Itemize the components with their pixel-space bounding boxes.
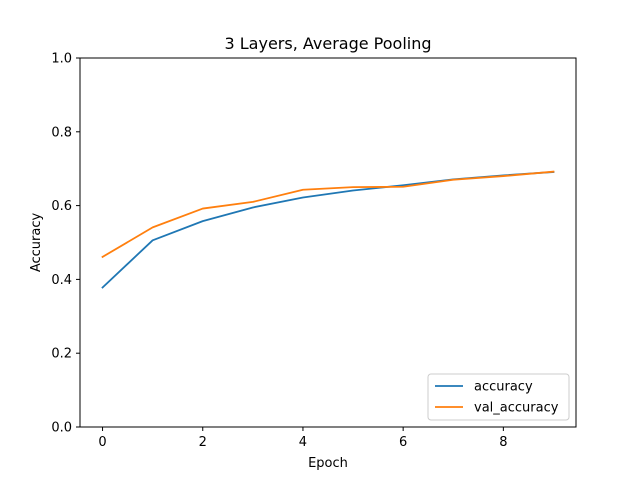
y-axis-ticks: 0.0 0.2 0.4 0.6 0.8 1.0 (51, 52, 80, 436)
y-axis-label: Accuracy (29, 213, 44, 273)
y-tick-label: 0.4 (51, 273, 72, 288)
series-layer (101, 170, 555, 289)
x-axis-label: Epoch (308, 456, 348, 471)
y-tick-label: 1.0 (51, 52, 72, 67)
chart-title: 3 Layers, Average Pooling (224, 34, 431, 53)
x-tick-label: 0 (98, 435, 106, 450)
x-tick-label: 2 (199, 435, 207, 450)
x-tick-label: 6 (399, 435, 407, 450)
x-tick-label: 8 (499, 435, 507, 450)
legend-label: val_accuracy (474, 401, 559, 416)
x-tick-label: 4 (299, 435, 307, 450)
series-line-val-accuracy (101, 170, 555, 259)
plot-area-frame (79, 57, 577, 428)
y-tick-label: 0.8 (51, 125, 72, 140)
legend-box (427, 373, 570, 421)
legend-label: accuracy (474, 380, 533, 395)
y-tick-label: 0.0 (51, 421, 72, 436)
x-axis-ticks: 0 2 4 6 8 (98, 427, 507, 450)
y-tick-label: 0.2 (51, 347, 72, 362)
legend: accuracy val_accuracy (427, 373, 570, 421)
legend-items: accuracy val_accuracy (435, 380, 559, 416)
y-tick-label: 0.6 (51, 199, 72, 214)
